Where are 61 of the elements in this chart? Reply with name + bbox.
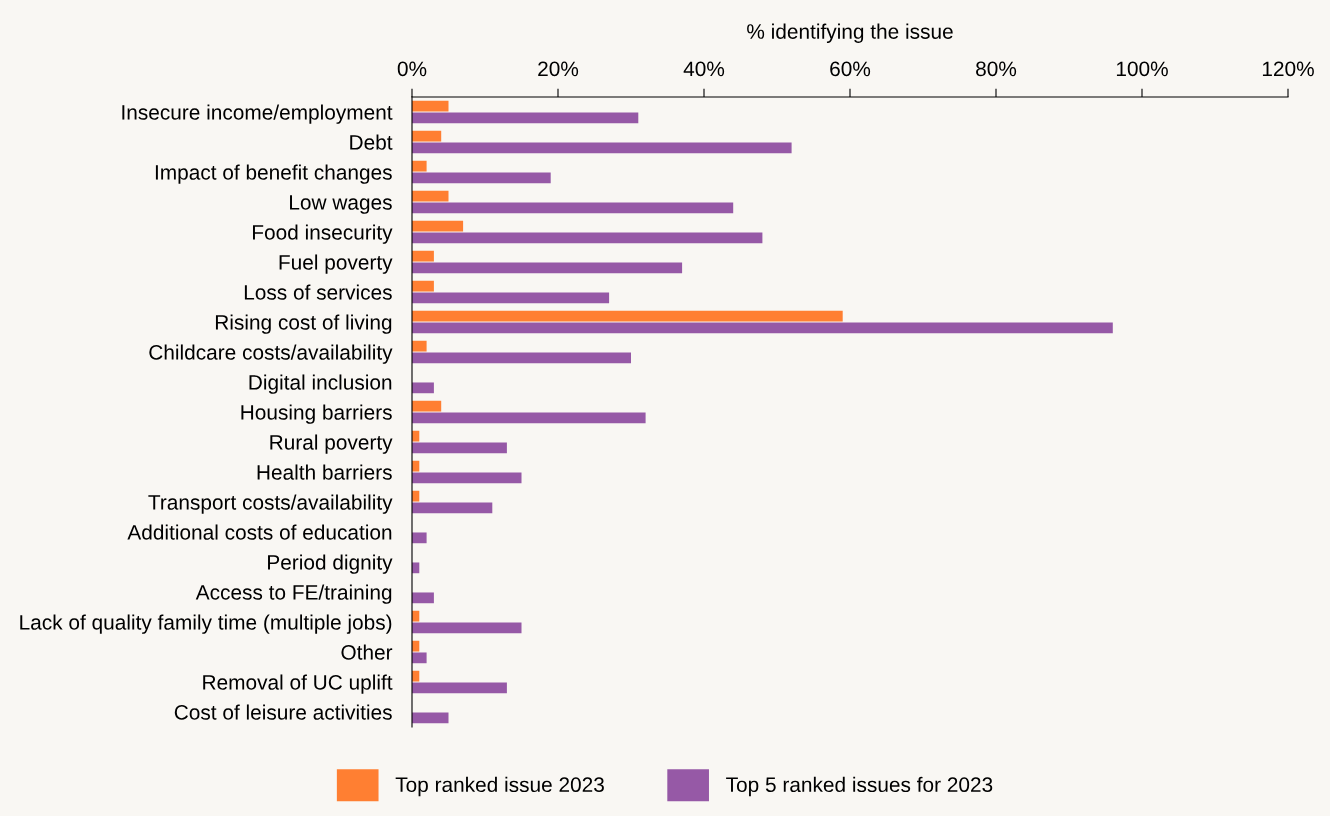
x-axis-title: % identifying the issue [747, 23, 953, 44]
y-tick-label: Digital inclusion [249, 374, 392, 394]
y-tick-label: Insecure income/employment [122, 104, 393, 124]
y-tick-label: Removal of UC uplift [203, 674, 393, 694]
bar [412, 400, 442, 412]
bar [412, 130, 442, 142]
bar [412, 682, 507, 694]
bar [412, 532, 427, 544]
y-tick-label: Additional costs of education [127, 524, 392, 540]
y-tick-label: Debt [350, 134, 393, 150]
y-tick-label: Impact of benefit changes [155, 164, 392, 184]
bar [412, 340, 427, 352]
y-tick-label: Rising cost of living [215, 314, 392, 334]
x-tick-label: 60% [830, 61, 871, 77]
bar [412, 280, 434, 292]
bar [412, 112, 639, 124]
bar [412, 592, 434, 604]
y-tick-label: Lack of quality family time (multiple jobs) [20, 614, 392, 634]
bar [412, 100, 449, 112]
bar [412, 442, 507, 454]
bar [412, 712, 449, 724]
bar [412, 160, 427, 172]
bar [412, 472, 522, 484]
bar [412, 322, 1113, 334]
x-tick-label: 0% [397, 61, 427, 77]
bar [412, 652, 427, 664]
bar [412, 220, 464, 232]
bar [412, 352, 631, 364]
bar [412, 250, 434, 262]
y-tick-label: Access to FE/training [195, 584, 392, 604]
x-tick-label: 40% [683, 61, 725, 77]
bar [412, 142, 792, 154]
x-tick-label: 20% [538, 61, 579, 77]
bar [412, 622, 522, 634]
bar [412, 502, 493, 514]
y-tick-label: Childcare costs/availability [149, 344, 393, 364]
bar [412, 232, 763, 244]
y-tick-label: Rural poverty [270, 434, 393, 454]
bar [412, 202, 734, 214]
x-tick-label: 120% [1262, 61, 1314, 77]
y-tick-label: Low wages [290, 195, 392, 214]
legend-label: Top ranked issue 2023 [395, 776, 604, 797]
bar [412, 190, 449, 202]
y-tick-label: Other [341, 644, 393, 660]
bar [412, 310, 843, 322]
y-tick-label: Housing barriers [241, 404, 392, 424]
y-tick-label: Cost of leisure activities [174, 704, 392, 720]
bar [412, 172, 551, 184]
y-tick-label: Food insecurity [253, 224, 393, 244]
y-tick-label: Period dignity [268, 554, 393, 574]
y-tick-label: Health barriers [257, 464, 392, 480]
y-tick-label: Fuel poverty [279, 254, 393, 274]
y-tick-label: Transport costs/availability [148, 494, 393, 514]
legend-label: Top 5 ranked issues for 2023 [726, 776, 993, 797]
bar [412, 412, 646, 424]
x-tick-label: 80% [976, 61, 1017, 77]
bar [412, 382, 434, 394]
bar [412, 262, 683, 274]
y-tick-label: Loss of services [244, 284, 392, 300]
x-tick-label: 100% [1116, 61, 1168, 77]
bar [412, 292, 610, 304]
